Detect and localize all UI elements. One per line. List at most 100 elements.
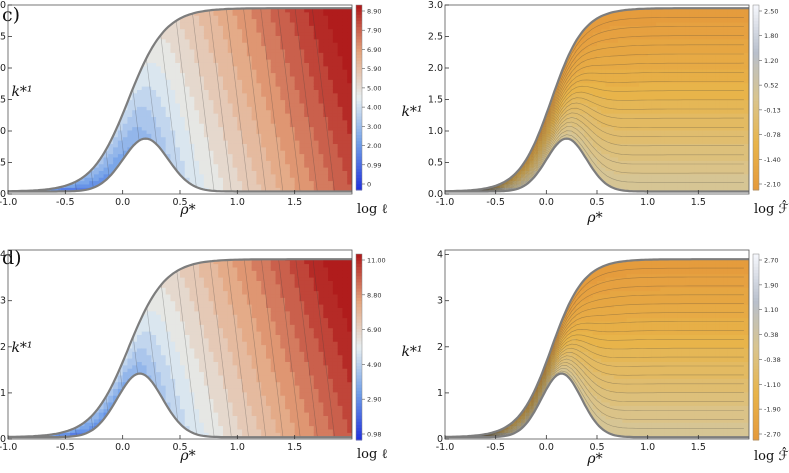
colorbar-tick-label: -0.13 bbox=[764, 106, 781, 114]
colorbar-frame bbox=[752, 4, 760, 191]
colorbar-segment bbox=[356, 180, 362, 185]
colorbar-tick-label: 2.00 bbox=[367, 142, 381, 150]
colorbar-segment bbox=[356, 20, 362, 24]
colorbar-segment bbox=[356, 54, 362, 58]
colorbar-segment bbox=[753, 75, 759, 80]
y-tick-label: 0.5 bbox=[428, 158, 443, 169]
colorbar-segment bbox=[356, 421, 362, 425]
y-axis-label: k*¹ bbox=[401, 104, 422, 120]
colorbar-segment bbox=[753, 180, 759, 185]
x-tick-label: 0.5 bbox=[172, 442, 187, 453]
colorbar-segment bbox=[356, 263, 362, 267]
colorbar-segment bbox=[753, 409, 759, 413]
colorbar-segment bbox=[356, 94, 362, 98]
x-tick-label: 1.5 bbox=[691, 197, 706, 208]
colorbar-tick-label: 1.90 bbox=[764, 281, 778, 289]
colorbar-segment bbox=[753, 263, 759, 267]
colorbar-segment bbox=[753, 100, 759, 105]
colorbar-segment bbox=[356, 134, 362, 139]
colorbar-segment bbox=[356, 309, 362, 314]
colorbar-segment bbox=[753, 316, 759, 320]
colorbar-segment bbox=[753, 174, 759, 179]
colorbar-tick-label: 6.90 bbox=[367, 46, 381, 54]
y-tick-label: 0.0 bbox=[428, 189, 443, 200]
colorbar-segment bbox=[753, 162, 759, 166]
colorbar-segment bbox=[356, 168, 362, 172]
colorbar-segment bbox=[753, 42, 759, 46]
field bbox=[445, 259, 749, 438]
colorbar-segment bbox=[753, 17, 759, 21]
colorbar-segment bbox=[356, 272, 362, 277]
colorbar-segment bbox=[753, 125, 759, 129]
colorbar-segment bbox=[753, 427, 759, 432]
colorbar-segment bbox=[753, 285, 759, 289]
y-tick-label: 2.0 bbox=[0, 63, 6, 74]
colorbar-segment bbox=[753, 26, 759, 31]
colorbar-segment bbox=[356, 14, 362, 18]
colorbar-segment bbox=[753, 306, 759, 311]
x-axis-label: ρ* bbox=[179, 202, 195, 218]
colorbar-segment bbox=[356, 174, 362, 179]
colorbar-segment bbox=[753, 381, 759, 385]
colorbar-tick-label: 2.70 bbox=[764, 257, 778, 265]
colorbar-tick-label: 2.90 bbox=[367, 396, 381, 404]
colorbar-segment bbox=[753, 134, 759, 139]
colorbar-segment bbox=[356, 159, 362, 163]
colorbar-segment bbox=[356, 412, 362, 416]
colorbar-segment bbox=[356, 378, 362, 382]
colorbar-tick-label: 7.90 bbox=[367, 27, 381, 35]
colorbar-segment bbox=[753, 337, 759, 342]
colorbar-segment bbox=[356, 294, 362, 298]
colorbar-segment bbox=[356, 347, 362, 351]
upper-boundary-curve bbox=[445, 7, 749, 193]
colorbar: -2.70 -1.90 -1.10 -0.38 0.38 1.10 1.90 2.70 bbox=[752, 253, 781, 441]
colorbar-segment bbox=[356, 300, 362, 305]
colorbar-segment bbox=[753, 350, 759, 354]
colorbar-segment bbox=[753, 149, 759, 154]
colorbar-segment bbox=[356, 319, 362, 323]
x-tick-label: -1.0 bbox=[436, 197, 455, 208]
colorbar-segment bbox=[356, 365, 362, 370]
colorbar-tick-label: 0.38 bbox=[764, 331, 778, 339]
colorbar-segment bbox=[356, 433, 362, 438]
colorbar-segment bbox=[356, 103, 362, 108]
colorbar-segment bbox=[356, 387, 362, 391]
colorbar-segment bbox=[753, 137, 759, 142]
y-tick-label: 1.0 bbox=[428, 126, 443, 137]
colorbar-segment bbox=[356, 5, 362, 9]
colorbar-segment bbox=[356, 11, 362, 15]
x-tick-label: -1.0 bbox=[0, 197, 17, 208]
x-tick-label: 1.5 bbox=[691, 442, 706, 453]
y-tick-label: 1.5 bbox=[0, 95, 6, 106]
y-tick-label: 3.0 bbox=[428, 0, 443, 11]
colorbar-segment bbox=[356, 371, 362, 376]
y-tick-label: 1 bbox=[0, 388, 6, 399]
colorbar-tick-label: -2.70 bbox=[764, 431, 781, 439]
colorbar-segment bbox=[753, 347, 759, 351]
x-tick-label: 1.0 bbox=[640, 442, 655, 453]
colorbar-segment bbox=[753, 266, 759, 270]
colorbar-segment bbox=[753, 418, 759, 422]
y-tick-label: 1 bbox=[437, 388, 443, 399]
colorbar-segment bbox=[753, 415, 759, 419]
colorbar-tick-label: 2.50 bbox=[764, 8, 778, 16]
colorbar-segment bbox=[753, 328, 759, 332]
colorbar-segment bbox=[753, 186, 759, 191]
colorbar-segment bbox=[753, 275, 759, 280]
colorbar-segment bbox=[753, 334, 759, 339]
colorbar-segment bbox=[753, 106, 759, 111]
colorbar-segment bbox=[753, 412, 759, 416]
colorbar-segment bbox=[356, 162, 362, 166]
colorbar-segment bbox=[356, 66, 362, 71]
y-tick-label: 0 bbox=[0, 434, 6, 445]
colorbar-segment bbox=[356, 427, 362, 432]
colorbar-segment bbox=[356, 116, 362, 120]
colorbar-segment bbox=[356, 60, 362, 65]
colorbar-tick-label: 1.20 bbox=[764, 57, 778, 65]
y-tick-label: 2.5 bbox=[428, 32, 443, 43]
colorbar-segment bbox=[356, 381, 362, 385]
colorbar-segment bbox=[356, 119, 362, 123]
colorbar-segment bbox=[356, 57, 362, 61]
colorbar-tick-label: 8.90 bbox=[367, 8, 381, 16]
